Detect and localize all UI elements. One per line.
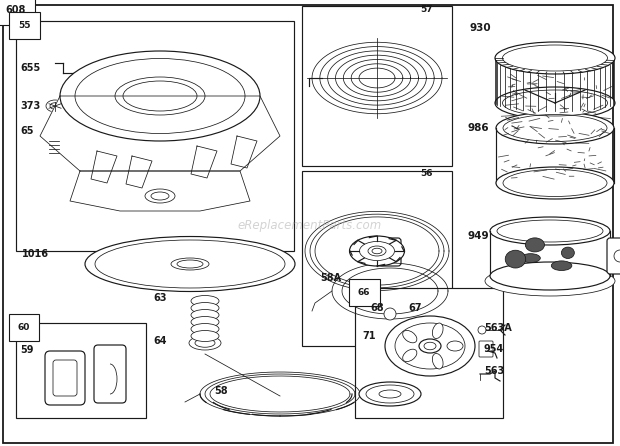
Text: 57: 57	[420, 5, 433, 15]
Polygon shape	[231, 136, 257, 168]
Circle shape	[478, 326, 486, 334]
Ellipse shape	[60, 51, 260, 141]
Ellipse shape	[359, 382, 421, 406]
Text: 930: 930	[470, 23, 492, 33]
Ellipse shape	[495, 87, 615, 119]
Ellipse shape	[368, 246, 386, 256]
Polygon shape	[191, 146, 217, 178]
Circle shape	[614, 250, 620, 262]
Text: 563A: 563A	[484, 323, 512, 333]
Text: 67: 67	[408, 303, 422, 313]
Ellipse shape	[490, 262, 610, 290]
Bar	[302, 6, 452, 166]
Ellipse shape	[366, 385, 414, 403]
FancyBboxPatch shape	[94, 345, 126, 403]
Ellipse shape	[496, 112, 614, 144]
Text: 373: 373	[20, 101, 40, 111]
Polygon shape	[126, 156, 152, 188]
Ellipse shape	[195, 339, 215, 347]
Text: 56: 56	[420, 169, 433, 178]
Ellipse shape	[350, 236, 404, 266]
Bar	[355, 288, 503, 418]
Bar	[302, 171, 452, 346]
Ellipse shape	[191, 296, 219, 306]
Ellipse shape	[502, 45, 608, 71]
Ellipse shape	[189, 336, 221, 350]
Text: 66: 66	[358, 288, 371, 297]
Ellipse shape	[46, 100, 64, 112]
Polygon shape	[40, 96, 280, 171]
Ellipse shape	[562, 247, 574, 259]
Text: 63: 63	[153, 293, 167, 303]
FancyBboxPatch shape	[479, 341, 493, 357]
Polygon shape	[91, 151, 117, 183]
Text: 608: 608	[5, 5, 25, 15]
Text: 949: 949	[467, 231, 489, 241]
Text: 76: 76	[375, 396, 389, 406]
FancyBboxPatch shape	[53, 360, 77, 396]
Ellipse shape	[177, 260, 203, 268]
Ellipse shape	[521, 254, 540, 263]
Ellipse shape	[171, 258, 209, 270]
Text: 59: 59	[20, 345, 33, 355]
Ellipse shape	[46, 125, 60, 133]
Text: 1016: 1016	[22, 249, 49, 259]
Ellipse shape	[191, 330, 219, 342]
Ellipse shape	[402, 349, 417, 362]
Bar	[16, 21, 294, 251]
Polygon shape	[70, 171, 250, 211]
Ellipse shape	[85, 236, 295, 292]
Ellipse shape	[191, 310, 219, 321]
Circle shape	[384, 308, 396, 320]
Ellipse shape	[419, 339, 441, 353]
Ellipse shape	[502, 90, 608, 116]
Text: 70: 70	[395, 331, 409, 341]
Text: 655: 655	[20, 63, 40, 73]
Ellipse shape	[485, 266, 615, 296]
Ellipse shape	[191, 323, 219, 334]
Bar	[50, 129, 56, 139]
Ellipse shape	[50, 103, 60, 109]
Ellipse shape	[379, 390, 401, 398]
Ellipse shape	[424, 342, 436, 350]
Text: 986: 986	[468, 123, 490, 133]
Ellipse shape	[115, 77, 205, 115]
Ellipse shape	[191, 302, 219, 314]
Text: 65: 65	[20, 126, 33, 136]
Ellipse shape	[525, 238, 544, 252]
FancyBboxPatch shape	[607, 238, 620, 274]
Text: 954: 954	[484, 344, 504, 354]
Ellipse shape	[432, 353, 443, 369]
FancyBboxPatch shape	[379, 238, 401, 266]
Ellipse shape	[495, 42, 615, 74]
Ellipse shape	[505, 250, 526, 268]
Text: 68: 68	[370, 303, 384, 313]
Ellipse shape	[402, 330, 417, 343]
Ellipse shape	[551, 261, 572, 271]
Text: 60: 60	[18, 323, 30, 332]
Ellipse shape	[372, 248, 382, 254]
Ellipse shape	[395, 323, 465, 369]
Ellipse shape	[145, 189, 175, 203]
Ellipse shape	[503, 169, 607, 197]
Text: 71: 71	[362, 331, 376, 341]
Ellipse shape	[95, 240, 285, 288]
Text: eReplacementParts.com: eReplacementParts.com	[238, 219, 382, 232]
Ellipse shape	[385, 316, 475, 376]
Bar	[16, 323, 146, 418]
Ellipse shape	[496, 167, 614, 199]
Ellipse shape	[447, 341, 463, 351]
FancyBboxPatch shape	[45, 351, 85, 405]
Ellipse shape	[360, 241, 394, 260]
Text: 64: 64	[153, 336, 167, 346]
Ellipse shape	[123, 81, 197, 111]
Text: 563: 563	[484, 366, 504, 376]
Ellipse shape	[191, 317, 219, 327]
Text: 55: 55	[18, 21, 30, 30]
Ellipse shape	[432, 323, 443, 339]
Ellipse shape	[490, 217, 610, 245]
Text: 58A: 58A	[320, 273, 341, 283]
Text: 58: 58	[214, 386, 228, 396]
Ellipse shape	[151, 192, 169, 200]
